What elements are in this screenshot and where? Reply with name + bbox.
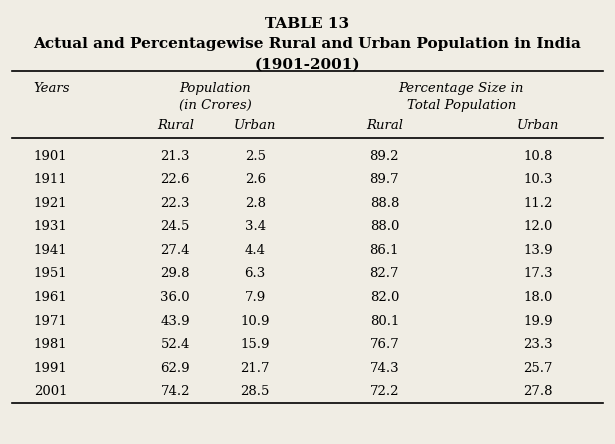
Text: 3.4: 3.4 <box>245 220 266 234</box>
Text: 19.9: 19.9 <box>523 314 553 328</box>
Text: 25.7: 25.7 <box>523 361 553 375</box>
Text: 86.1: 86.1 <box>370 244 399 257</box>
Text: Actual and Percentagewise Rural and Urban Population in India: Actual and Percentagewise Rural and Urba… <box>34 37 581 52</box>
Text: 1911: 1911 <box>34 173 68 186</box>
Text: 74.2: 74.2 <box>161 385 190 398</box>
Text: 23.3: 23.3 <box>523 338 553 351</box>
Text: Rural: Rural <box>157 119 194 132</box>
Text: 72.2: 72.2 <box>370 385 399 398</box>
Text: 52.4: 52.4 <box>161 338 190 351</box>
Text: 1981: 1981 <box>34 338 68 351</box>
Text: 15.9: 15.9 <box>240 338 270 351</box>
Text: (1901-2001): (1901-2001) <box>255 58 360 72</box>
Text: 27.8: 27.8 <box>523 385 553 398</box>
Text: 21.7: 21.7 <box>240 361 270 375</box>
Text: 82.0: 82.0 <box>370 291 399 304</box>
Text: 43.9: 43.9 <box>161 314 190 328</box>
Text: 17.3: 17.3 <box>523 267 553 281</box>
Text: Urban: Urban <box>234 119 276 132</box>
Text: 2.5: 2.5 <box>245 150 266 163</box>
Text: 11.2: 11.2 <box>523 197 553 210</box>
Text: 1991: 1991 <box>34 361 68 375</box>
Text: 4.4: 4.4 <box>245 244 266 257</box>
Text: 88.0: 88.0 <box>370 220 399 234</box>
Text: 88.8: 88.8 <box>370 197 399 210</box>
Text: 6.3: 6.3 <box>245 267 266 281</box>
Text: (in Crores): (in Crores) <box>179 99 252 112</box>
Text: 74.3: 74.3 <box>370 361 399 375</box>
Text: 27.4: 27.4 <box>161 244 190 257</box>
Text: 2001: 2001 <box>34 385 67 398</box>
Text: TABLE 13: TABLE 13 <box>266 17 349 31</box>
Text: 24.5: 24.5 <box>161 220 190 234</box>
Text: 80.1: 80.1 <box>370 314 399 328</box>
Text: 29.8: 29.8 <box>161 267 190 281</box>
Text: 2.8: 2.8 <box>245 197 266 210</box>
Text: 1941: 1941 <box>34 244 68 257</box>
Text: 1921: 1921 <box>34 197 68 210</box>
Text: Population: Population <box>180 82 251 95</box>
Text: 76.7: 76.7 <box>370 338 399 351</box>
Text: 7.9: 7.9 <box>245 291 266 304</box>
Text: Years: Years <box>34 82 70 95</box>
Text: 1951: 1951 <box>34 267 68 281</box>
Text: 82.7: 82.7 <box>370 267 399 281</box>
Text: 1931: 1931 <box>34 220 68 234</box>
Text: 12.0: 12.0 <box>523 220 553 234</box>
Text: 36.0: 36.0 <box>161 291 190 304</box>
Text: 28.5: 28.5 <box>240 385 270 398</box>
Text: 22.3: 22.3 <box>161 197 190 210</box>
Text: 10.9: 10.9 <box>240 314 270 328</box>
Text: 62.9: 62.9 <box>161 361 190 375</box>
Text: 1961: 1961 <box>34 291 68 304</box>
Text: Rural: Rural <box>366 119 403 132</box>
Text: Urban: Urban <box>517 119 559 132</box>
Text: 13.9: 13.9 <box>523 244 553 257</box>
Text: 22.6: 22.6 <box>161 173 190 186</box>
Text: 1901: 1901 <box>34 150 68 163</box>
Text: Percentage Size in: Percentage Size in <box>399 82 524 95</box>
Text: 89.7: 89.7 <box>370 173 399 186</box>
Text: 10.3: 10.3 <box>523 173 553 186</box>
Text: 21.3: 21.3 <box>161 150 190 163</box>
Text: 1971: 1971 <box>34 314 68 328</box>
Text: 10.8: 10.8 <box>523 150 553 163</box>
Text: Total Population: Total Population <box>407 99 516 112</box>
Text: 18.0: 18.0 <box>523 291 553 304</box>
Text: 2.6: 2.6 <box>245 173 266 186</box>
Text: 89.2: 89.2 <box>370 150 399 163</box>
